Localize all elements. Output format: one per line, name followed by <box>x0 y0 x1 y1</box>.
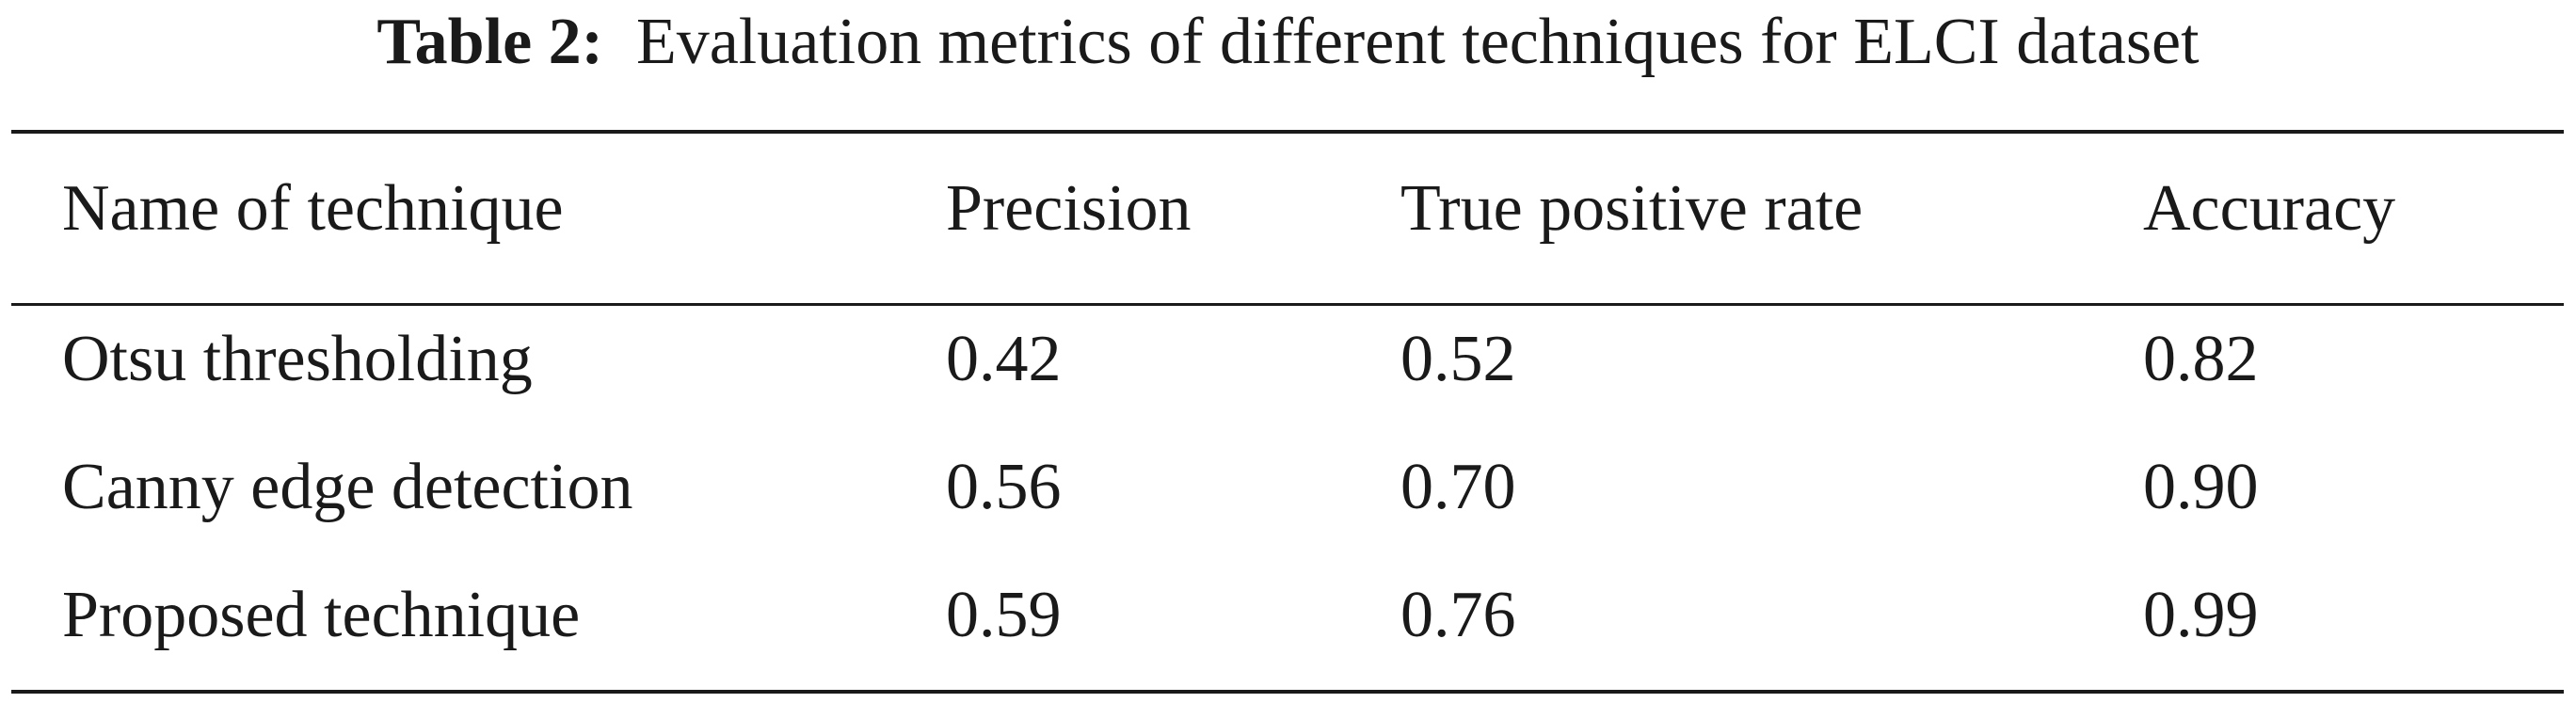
table-caption-label: Table 2: <box>376 6 603 78</box>
true-positive-rate-cell: 0.70 <box>1400 451 1516 523</box>
table-caption: Table 2: Evaluation metrics of different… <box>0 0 2576 85</box>
table-top-rule <box>11 130 2564 134</box>
true-positive-rate-cell: 0.52 <box>1400 323 1516 395</box>
column-header-accuracy: Accuracy <box>2143 172 2396 245</box>
technique-name-cell: Proposed technique <box>62 579 581 651</box>
table-bottom-rule <box>11 690 2564 694</box>
table-caption-text: Evaluation metrics of different techniqu… <box>635 6 2200 78</box>
accuracy-cell: 0.90 <box>2143 451 2259 523</box>
accuracy-cell: 0.99 <box>2143 579 2259 651</box>
table-header-rule <box>11 303 2564 306</box>
true-positive-rate-cell: 0.76 <box>1400 579 1516 651</box>
accuracy-cell: 0.82 <box>2143 323 2259 395</box>
technique-name-cell: Otsu thresholding <box>62 323 533 395</box>
precision-cell: 0.56 <box>946 451 1062 523</box>
precision-cell: 0.59 <box>946 579 1062 651</box>
technique-name-cell: Canny edge detection <box>62 451 633 523</box>
column-header-technique: Name of technique <box>62 172 564 245</box>
precision-cell: 0.42 <box>946 323 1062 395</box>
column-header-precision: Precision <box>946 172 1192 245</box>
column-header-true-positive-rate: True positive rate <box>1400 172 1864 245</box>
